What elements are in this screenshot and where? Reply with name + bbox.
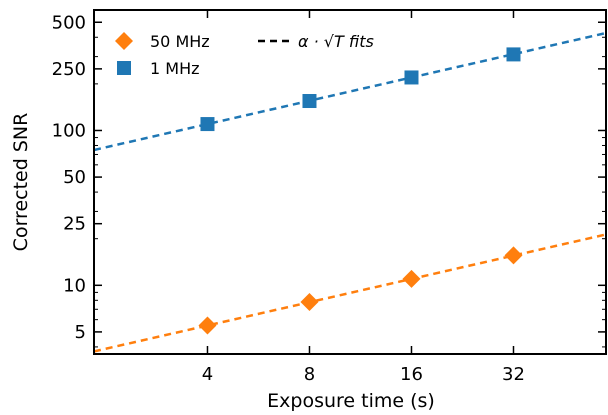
legend-marker-50mhz bbox=[115, 32, 133, 50]
y-tick-label-0: 5 bbox=[75, 322, 86, 343]
legend-label-fits: α · √T fits bbox=[298, 32, 374, 51]
axes bbox=[93, 9, 607, 355]
legend-marker-1mhz bbox=[117, 61, 131, 75]
y-tick-label-1: 10 bbox=[63, 275, 86, 296]
point-s0-1 bbox=[300, 293, 319, 312]
y-axis-label: Corrected SNR bbox=[10, 113, 32, 252]
y-tick-label-6: 500 bbox=[52, 12, 86, 33]
fit-line-1 bbox=[94, 31, 607, 152]
y-tick-label-2: 25 bbox=[63, 214, 86, 235]
y-tick-label-3: 50 bbox=[63, 167, 86, 188]
y-tick-label-5: 250 bbox=[52, 59, 86, 80]
ticks: 4 8 16 32 5 10 25 50 100 250 500 bbox=[52, 10, 606, 385]
x-tick-label-2: 16 bbox=[400, 364, 423, 385]
point-s0-2 bbox=[402, 269, 421, 288]
legend-label-50mhz: 50 MHz bbox=[150, 32, 210, 51]
y-tick-label-4: 100 bbox=[52, 120, 86, 141]
point-s1-0 bbox=[200, 117, 215, 132]
point-s1-3 bbox=[506, 47, 521, 62]
x-tick-label-1: 8 bbox=[304, 364, 315, 385]
point-s0-3 bbox=[504, 246, 523, 265]
legend: 50 MHz 1 MHz α · √T fits bbox=[115, 32, 374, 78]
data-markers bbox=[198, 47, 523, 335]
fit-lines bbox=[94, 31, 607, 353]
point-s1-1 bbox=[302, 94, 317, 109]
x-tick-label-0: 4 bbox=[202, 364, 213, 385]
legend-label-1mhz: 1 MHz bbox=[150, 59, 200, 78]
fit-line-0 bbox=[94, 233, 607, 353]
x-tick-label-3: 32 bbox=[502, 364, 525, 385]
point-s0-0 bbox=[198, 316, 217, 335]
point-s1-2 bbox=[404, 70, 419, 85]
plot-frame bbox=[93, 9, 607, 355]
x-axis-label: Exposure time (s) bbox=[267, 390, 435, 412]
